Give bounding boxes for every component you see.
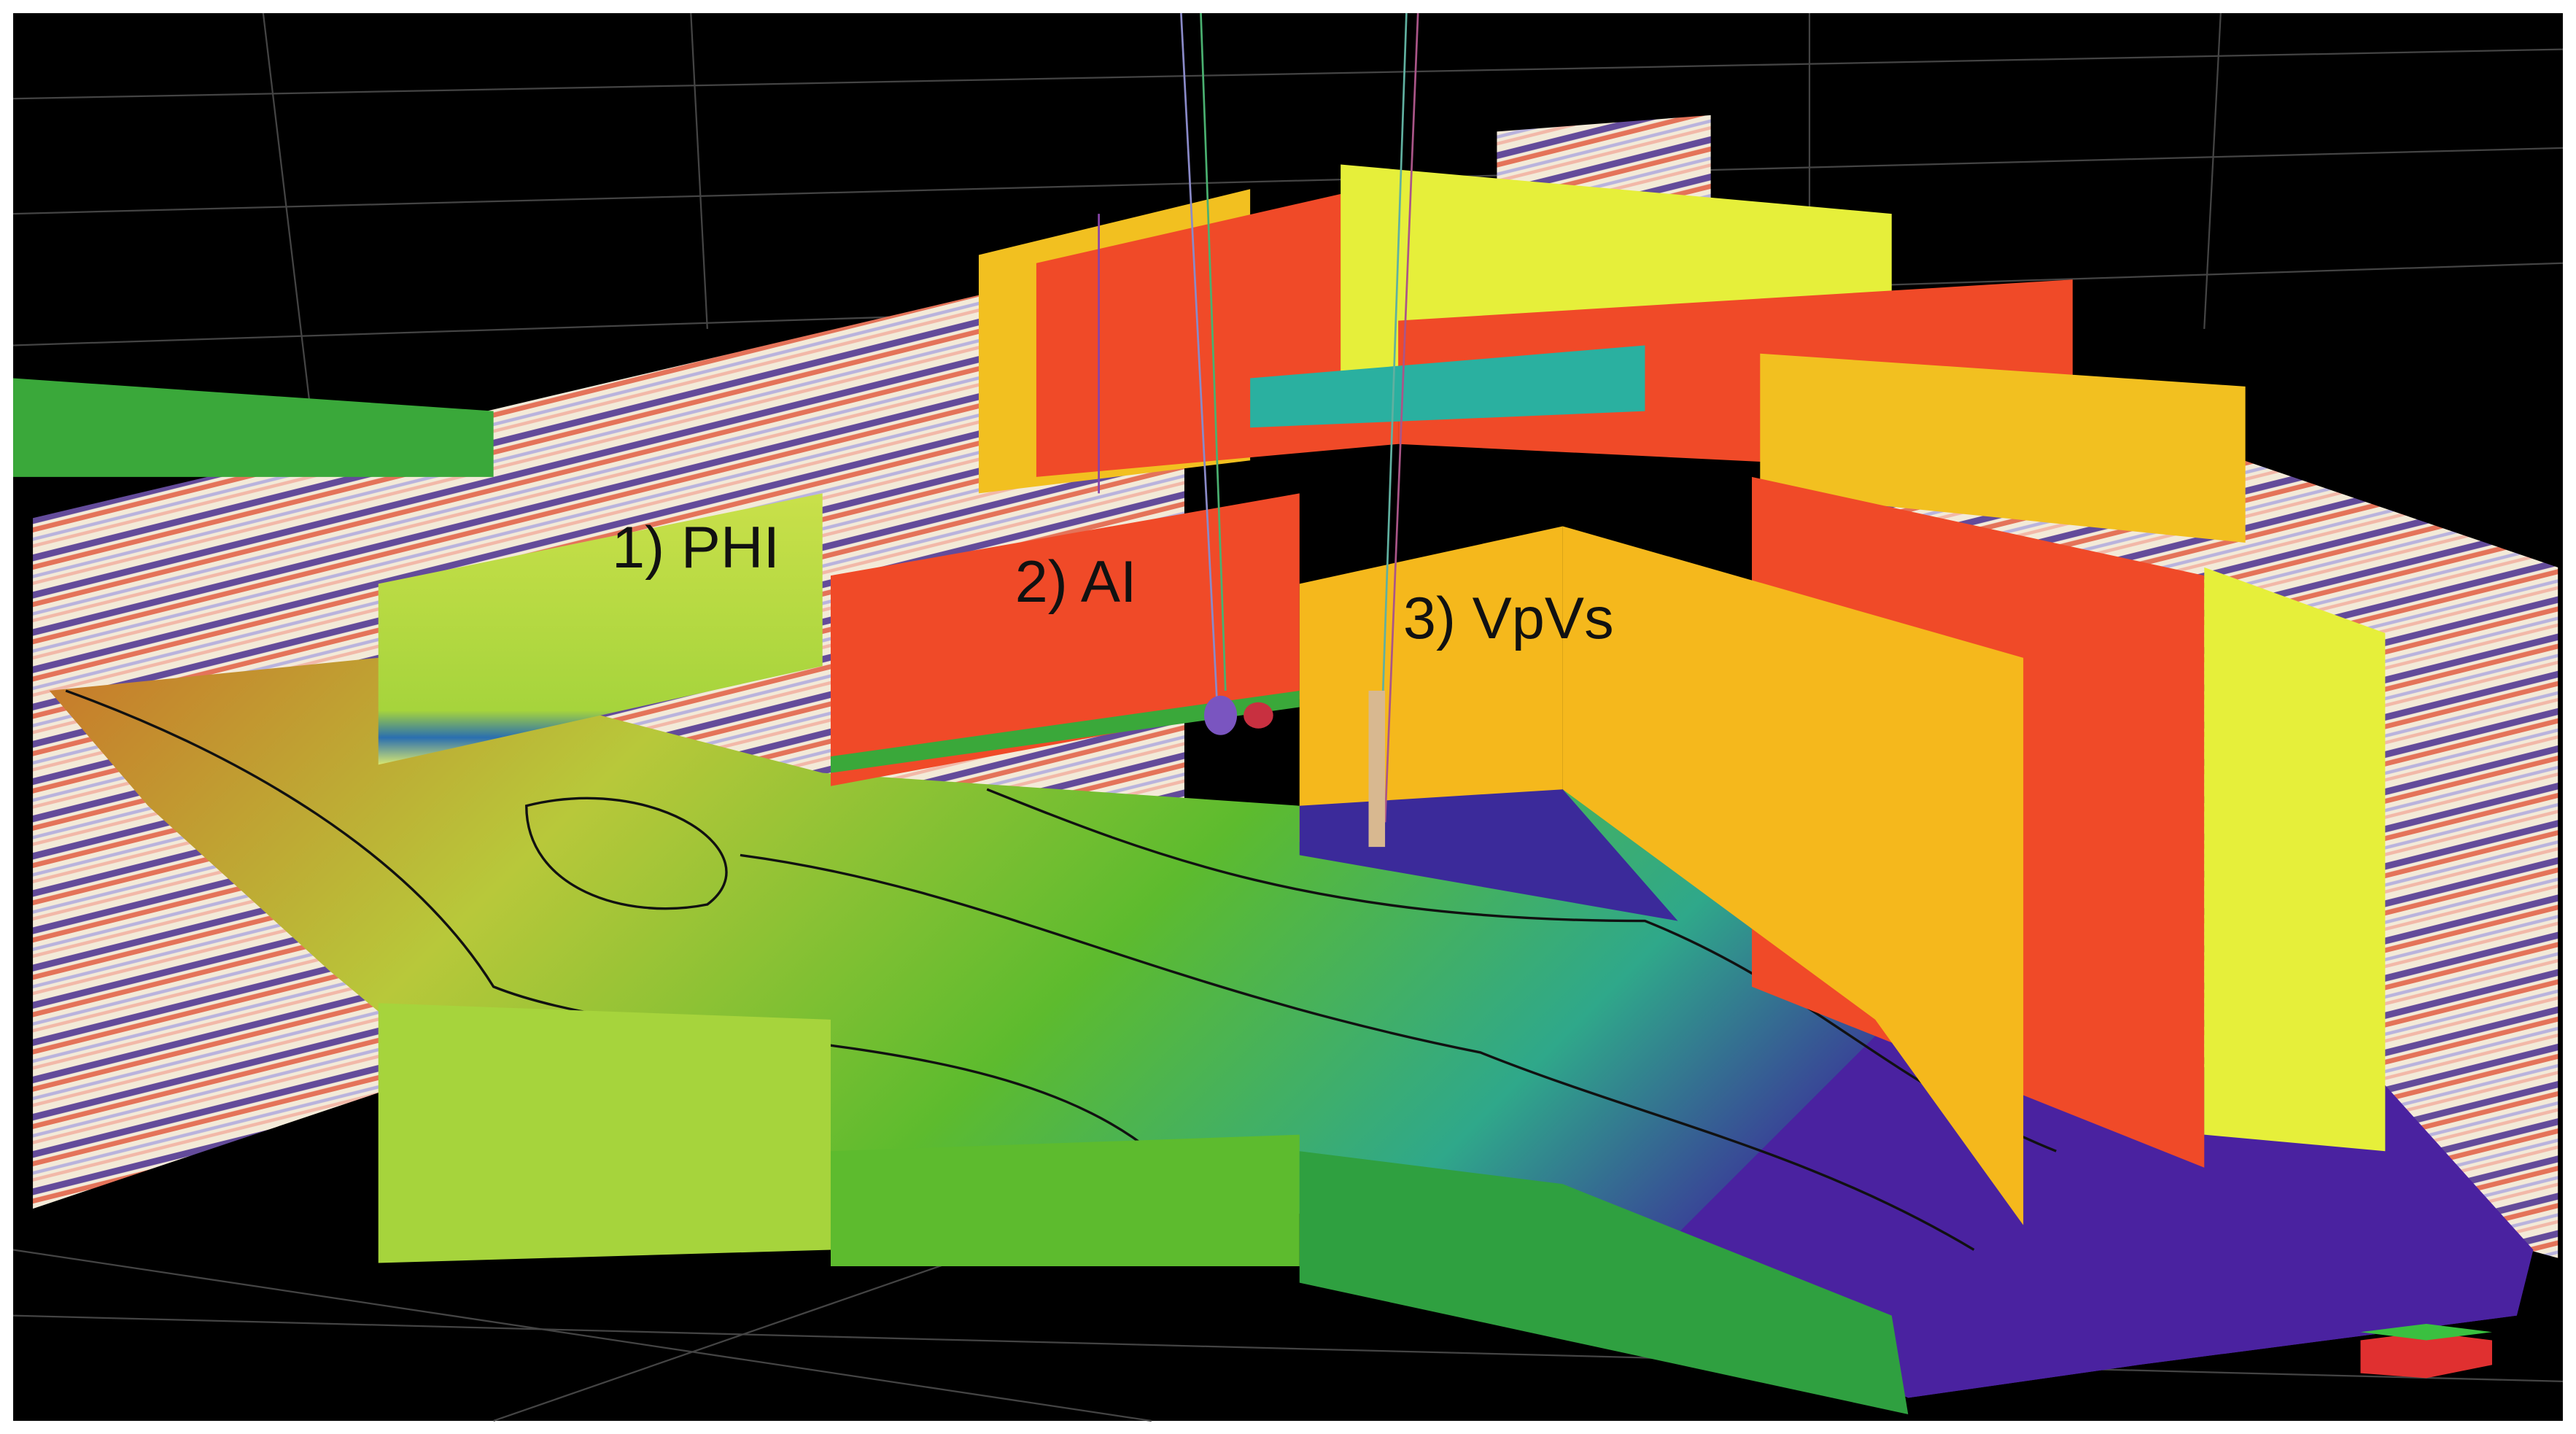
wells [1098, 12, 1419, 823]
well [1384, 12, 1419, 823]
annotation-label: 1) PHI [612, 515, 780, 581]
contour [986, 788, 2057, 1152]
contour [65, 689, 1152, 1152]
horizon [1250, 345, 1645, 428]
grid-line [262, 12, 314, 428]
orientation-cube [2360, 1323, 2492, 1341]
orientation-cube [2360, 1332, 2492, 1379]
section-panel [1760, 353, 2246, 543]
annotation-label: 3) VpVs [1403, 586, 1614, 651]
horizon [13, 378, 494, 477]
contour [525, 797, 728, 910]
well [1180, 12, 1219, 708]
grid-line [2203, 12, 2222, 329]
well-marker [1244, 702, 1273, 729]
grid-line [13, 147, 2563, 215]
grid-line [13, 48, 2563, 100]
well [1377, 12, 1408, 823]
vpvs-panel [1299, 526, 1563, 842]
grid-line [12, 1249, 1152, 1422]
horizon [830, 690, 1300, 773]
well-log [1368, 690, 1386, 848]
section-panel [2204, 567, 2386, 1152]
ai-panel [830, 1134, 1300, 1267]
phi-panel [378, 1003, 831, 1263]
contour [740, 853, 1975, 1251]
well-marker [1203, 695, 1238, 735]
vpvs-panel [1299, 1151, 1909, 1414]
annotation-label: 2) AI [1015, 549, 1137, 615]
horizon [1299, 789, 1678, 921]
vpvs-panel [1562, 526, 2024, 1225]
grid-line [493, 1249, 988, 1422]
grid-line [690, 12, 708, 329]
well [1200, 12, 1227, 691]
grid-line [13, 1314, 2563, 1382]
contours [65, 689, 2057, 1251]
